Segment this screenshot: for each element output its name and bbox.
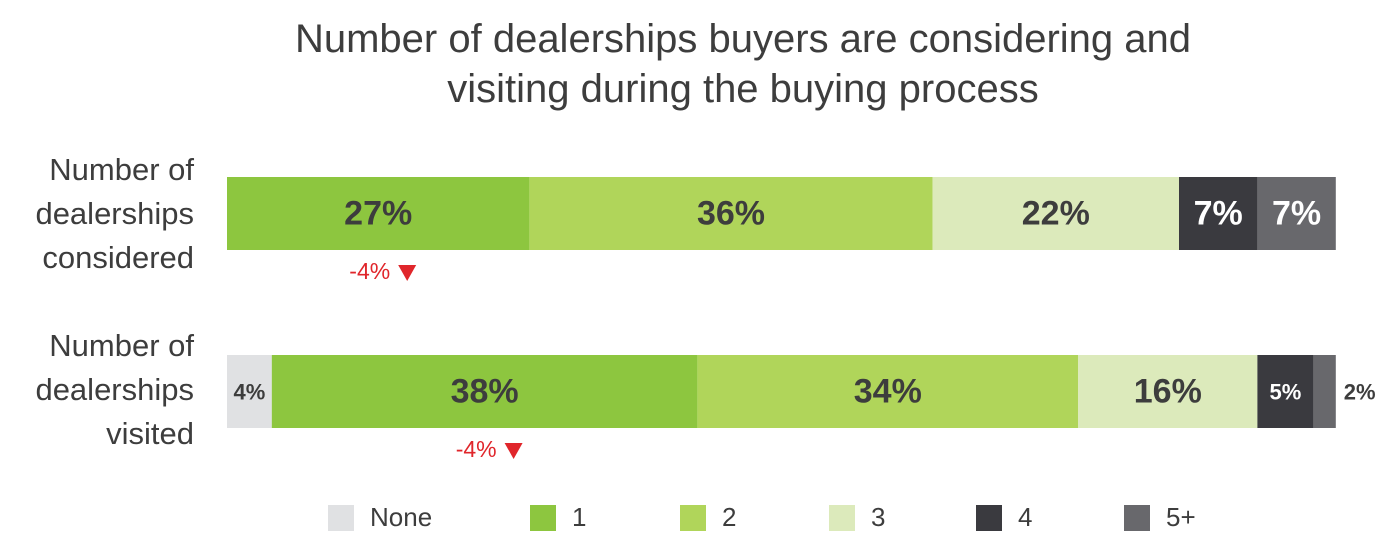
bar-segment [271,355,698,428]
legend-label: 4 [1018,502,1032,532]
bar-segment [1179,177,1258,250]
bar-segment [1257,177,1336,250]
bar-segment [1313,355,1336,428]
value-label: 38% [451,372,519,410]
bar-segment [932,177,1179,250]
value-label: 22% [1022,194,1090,232]
legend-swatch [328,505,354,531]
value-label: 36% [697,194,765,232]
value-label: 4% [234,379,266,404]
legend-label: 3 [871,502,885,532]
bar-segment [227,177,530,250]
change-label: -4% [456,436,497,462]
legend-label: 1 [572,502,586,532]
bar-segment [227,355,272,428]
value-label: 27% [344,194,412,232]
legend-label: 2 [722,502,736,532]
legend-swatch [1124,505,1150,531]
value-label: 16% [1134,372,1202,410]
chart-title: Number of dealerships buyers are conside… [294,17,1192,111]
value-label: 34% [854,372,922,410]
value-label: 7% [1272,194,1321,232]
legend-label: None [370,502,432,532]
legend-swatch [829,505,855,531]
bar-segment [1078,355,1258,428]
legend-swatch [680,505,706,531]
bar-segment [697,355,1079,428]
legend-swatch [530,505,556,531]
bar-segment [529,177,933,250]
change-arrow [504,443,523,459]
value-label: 2% [1344,379,1376,404]
legend-swatch [976,505,1002,531]
legend-label: 5+ [1166,502,1196,532]
change-label: -4% [349,258,390,284]
change-arrow [398,265,417,281]
value-label: 5% [1270,379,1302,404]
category-label: Number of dealerships visited [35,328,194,451]
value-label: 7% [1194,194,1243,232]
category-label: Number of dealerships considered [35,152,194,275]
bar-segment [1257,355,1314,428]
